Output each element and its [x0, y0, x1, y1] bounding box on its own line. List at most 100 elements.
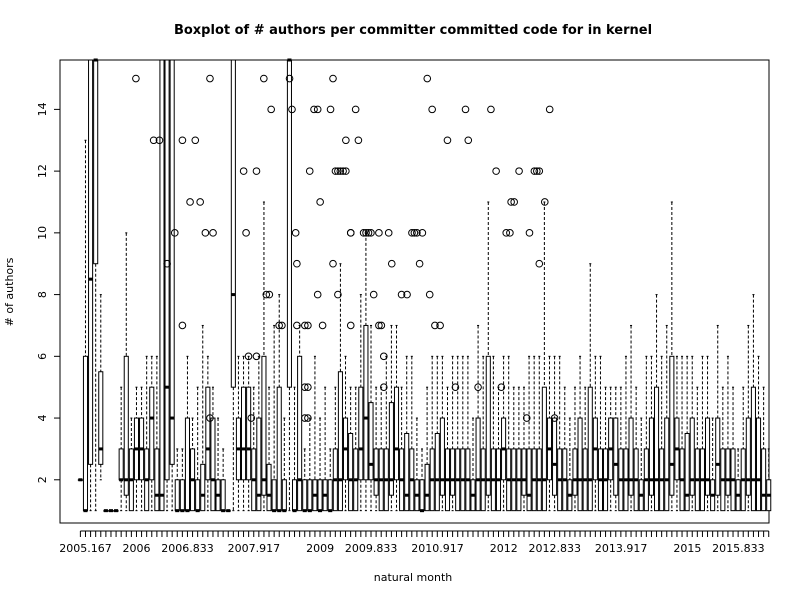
box-90 — [537, 356, 541, 510]
box-42 — [292, 387, 296, 510]
box-87 — [522, 387, 526, 510]
outlier-point — [347, 322, 354, 329]
x-tick-label: 2005.167 — [59, 542, 112, 555]
box-82 — [496, 387, 500, 510]
box-72 — [445, 387, 449, 510]
outlier-point — [240, 168, 247, 175]
box-107 — [624, 356, 628, 510]
box-iqr — [180, 480, 184, 511]
box-75 — [461, 356, 465, 510]
box-133 — [756, 356, 760, 510]
box-iqr — [262, 356, 266, 495]
box-59 — [379, 387, 383, 510]
y-tick-label: 4 — [36, 415, 49, 422]
box-63 — [400, 387, 404, 510]
box-94 — [558, 356, 562, 510]
outlier-point — [207, 75, 214, 82]
box-52 — [343, 356, 347, 510]
box-95 — [563, 387, 567, 510]
box-iqr — [746, 418, 750, 495]
box-6 — [109, 511, 113, 512]
box-iqr — [242, 387, 246, 480]
x-tick-label: 2015 — [673, 542, 701, 555]
box-65 — [410, 356, 414, 510]
box-iqr — [394, 387, 398, 480]
box-19 — [175, 449, 179, 511]
y-tick-label: 2 — [36, 476, 49, 483]
box-iqr — [486, 356, 490, 495]
box-134 — [762, 387, 766, 510]
outlier-point — [306, 168, 313, 175]
box-101 — [593, 356, 597, 510]
box-iqr — [257, 418, 261, 511]
box-iqr — [527, 449, 531, 511]
box-56 — [364, 233, 368, 511]
x-tick-label: 2012.833 — [529, 542, 582, 555]
box-iqr — [282, 480, 286, 511]
outlier-point — [429, 106, 436, 113]
x-tick-label: 2006 — [123, 542, 151, 555]
box-iqr — [303, 480, 307, 511]
box-iqr — [155, 449, 159, 511]
y-tick-label: 10 — [36, 226, 49, 240]
box-123 — [705, 356, 709, 510]
outlier-point — [416, 260, 423, 267]
box-30 — [231, 60, 235, 511]
box-49 — [328, 449, 332, 511]
box-16 — [160, 60, 164, 511]
outlier-point — [526, 230, 533, 237]
box-37 — [267, 387, 271, 510]
box-iqr — [185, 418, 189, 511]
box-106 — [619, 387, 623, 510]
box-119 — [685, 356, 689, 510]
outlier-point — [388, 260, 395, 267]
outlier-point — [426, 291, 433, 298]
box-117 — [675, 356, 679, 510]
box-102 — [598, 356, 602, 510]
box-100 — [588, 264, 592, 511]
box-iqr — [542, 387, 546, 510]
box-122 — [700, 356, 704, 510]
outlier-point — [352, 106, 359, 113]
outlier-point — [210, 230, 217, 237]
box-115 — [665, 325, 669, 510]
box-iqr — [308, 480, 312, 511]
y-tick-label: 14 — [36, 102, 49, 116]
box-18 — [170, 60, 174, 511]
box-iqr — [522, 449, 526, 495]
box-96 — [568, 418, 572, 511]
outlier-point — [187, 199, 194, 206]
box-71 — [440, 356, 444, 510]
box-series — [78, 60, 770, 511]
box-iqr — [451, 449, 455, 495]
box-66 — [415, 418, 419, 511]
x-tick-label: 2015.833 — [712, 542, 765, 555]
box-50 — [333, 387, 337, 510]
outlier-point — [370, 291, 377, 298]
y-axis-label: # of authors — [3, 257, 16, 326]
box-126 — [721, 387, 725, 510]
outlier-point — [243, 230, 250, 237]
box-iqr — [211, 418, 215, 511]
box-55 — [359, 295, 363, 511]
box-91 — [542, 202, 546, 511]
outlier-point — [292, 230, 299, 237]
box-7 — [114, 511, 118, 512]
box-46 — [313, 356, 317, 510]
outlier-point — [493, 168, 500, 175]
box-iqr — [318, 480, 322, 511]
y-tick-label: 12 — [36, 164, 49, 178]
box-33 — [247, 356, 251, 510]
outlier-point — [317, 199, 324, 206]
box-41 — [287, 60, 291, 511]
box-73 — [451, 356, 455, 510]
box-iqr — [649, 418, 653, 495]
box-67 — [420, 449, 424, 511]
box-iqr — [196, 480, 200, 511]
box-15 — [155, 356, 159, 510]
box-36 — [262, 202, 266, 511]
box-79 — [481, 356, 485, 510]
box-38 — [272, 325, 276, 510]
box-97 — [573, 387, 577, 510]
box-iqr — [440, 418, 444, 495]
